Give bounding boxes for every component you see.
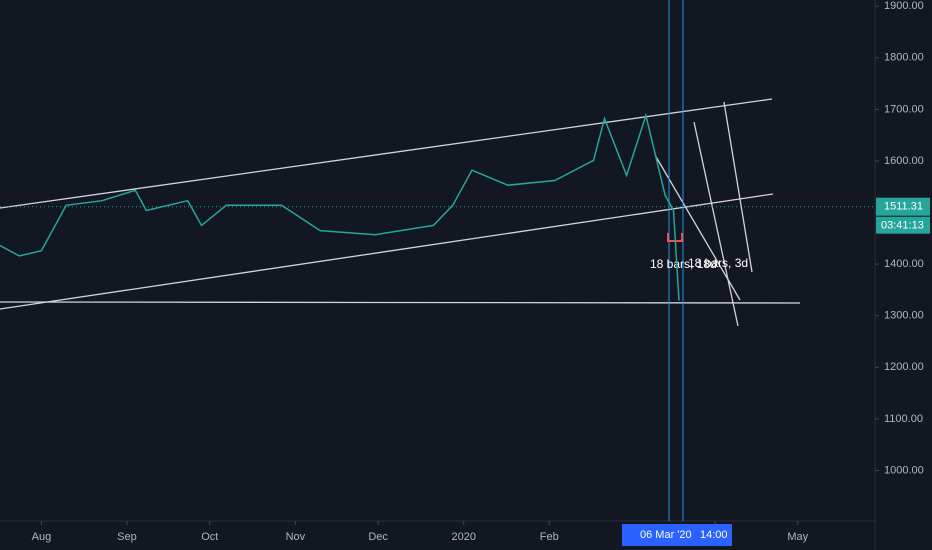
x-tick-label: May <box>787 531 808 543</box>
annotation: 18 bars, 3d <box>688 256 748 270</box>
x-tick-label: Aug <box>32 531 52 543</box>
cursor-date: 06 Mar '20 <box>640 529 692 541</box>
y-tick-label: 1300.00 <box>884 310 924 322</box>
cursor-label: 06 Mar '20 14:00 <box>622 524 732 546</box>
drawings <box>0 98 801 327</box>
y-tick-label: 1600.00 <box>884 155 924 167</box>
y-tick-label: 1900.00 <box>884 0 924 12</box>
x-tick-label: Nov <box>286 531 306 543</box>
support-line <box>0 301 801 304</box>
x-tick-label: Oct <box>201 531 218 543</box>
y-tick-label: 1400.00 <box>884 258 924 270</box>
y-tick-label: 1800.00 <box>884 52 924 64</box>
x-tick-label: Dec <box>368 531 388 543</box>
y-tick-label: 1200.00 <box>884 361 924 373</box>
y-tick-label: 1000.00 <box>884 464 924 476</box>
x-tick-label: Feb <box>540 531 559 543</box>
price-line <box>0 112 680 301</box>
countdown-label: 03:41:13 <box>881 220 924 232</box>
y-tick-label: 1700.00 <box>884 103 924 115</box>
x-tick-label: Sep <box>117 531 137 543</box>
y-tick-label: 1100.00 <box>884 413 923 425</box>
last-price-box <box>876 197 930 216</box>
cursor-box <box>622 524 732 546</box>
x-tick-label: 2020 <box>451 531 475 543</box>
trend-line <box>723 101 753 273</box>
cursor-time: 14:00 <box>700 529 728 541</box>
last-price-label: 1511.31 <box>884 201 923 213</box>
trend-line <box>693 121 739 327</box>
channel-bottom <box>0 193 774 310</box>
annotation: 18 bars, 18d <box>650 257 717 271</box>
channel-top <box>0 98 773 209</box>
countdown-box <box>876 216 930 234</box>
